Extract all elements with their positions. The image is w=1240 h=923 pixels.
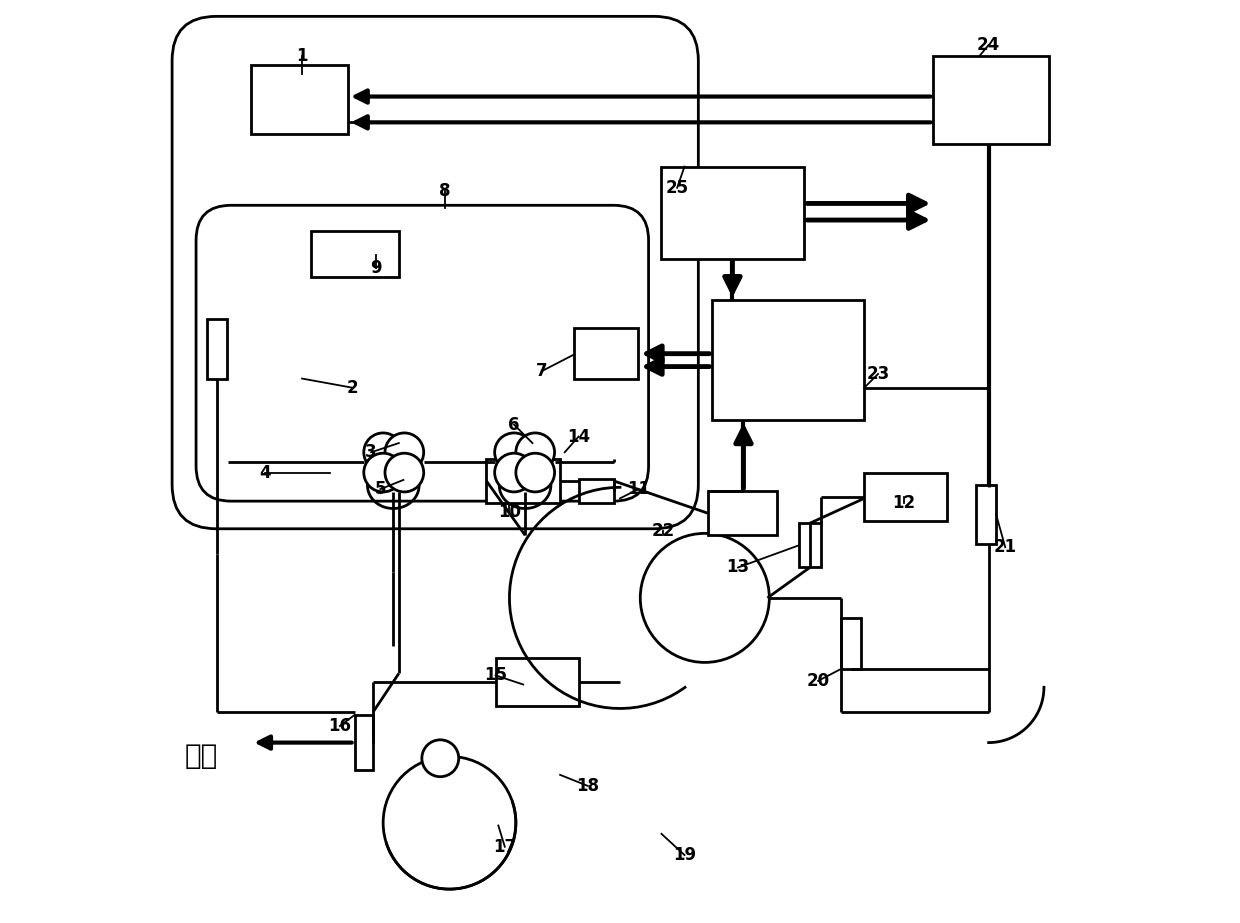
Text: 20: 20 [806, 672, 830, 689]
Bar [579, 479, 614, 503]
Text: 11: 11 [627, 480, 650, 498]
Text: 13: 13 [727, 558, 749, 577]
Circle shape [384, 433, 424, 472]
Circle shape [422, 740, 459, 776]
Bar [661, 166, 805, 258]
Text: 23: 23 [867, 365, 889, 383]
Text: 14: 14 [567, 427, 590, 446]
Text: 4: 4 [259, 464, 272, 483]
Bar [355, 715, 373, 770]
Bar [708, 491, 776, 535]
Circle shape [384, 453, 424, 492]
Text: 25: 25 [666, 179, 688, 197]
Text: 19: 19 [673, 846, 696, 864]
Text: 1: 1 [296, 47, 308, 65]
Circle shape [516, 453, 554, 492]
Text: 5: 5 [374, 480, 386, 498]
Text: 24: 24 [977, 36, 1001, 54]
Bar [799, 523, 821, 568]
Bar [207, 318, 227, 378]
Text: 3: 3 [366, 443, 377, 462]
Text: 21: 21 [993, 538, 1017, 557]
Text: 15: 15 [484, 666, 507, 684]
Circle shape [495, 433, 533, 472]
Text: 22: 22 [652, 521, 675, 540]
Text: 7: 7 [536, 362, 548, 380]
Bar [574, 328, 639, 378]
Circle shape [495, 453, 533, 492]
Circle shape [363, 453, 403, 492]
Text: 输出: 输出 [185, 742, 218, 771]
Text: 17: 17 [494, 838, 516, 856]
Text: 6: 6 [508, 415, 520, 434]
Text: 2: 2 [347, 378, 358, 397]
Text: 8: 8 [439, 183, 450, 200]
Bar [496, 658, 579, 706]
Circle shape [516, 433, 554, 472]
Text: 12: 12 [893, 494, 915, 512]
Circle shape [363, 433, 403, 472]
Text: 18: 18 [577, 777, 599, 795]
Text: 16: 16 [329, 717, 351, 735]
Bar [864, 473, 947, 521]
Circle shape [383, 757, 516, 889]
Bar [934, 56, 1049, 144]
Text: 9: 9 [370, 259, 382, 277]
Bar [841, 618, 862, 669]
Circle shape [640, 533, 769, 663]
Bar [976, 485, 996, 545]
Bar [486, 459, 560, 503]
Bar [712, 300, 864, 420]
Text: 10: 10 [498, 503, 521, 521]
Bar [252, 66, 348, 135]
Bar [311, 231, 399, 277]
